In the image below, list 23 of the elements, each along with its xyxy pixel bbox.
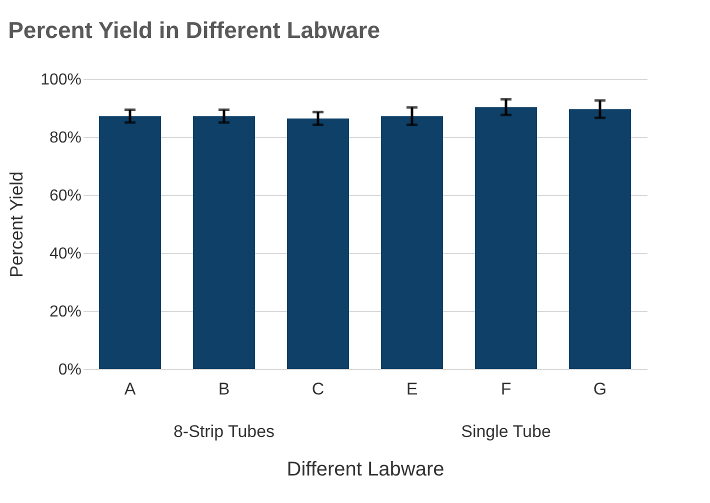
bar xyxy=(568,109,632,369)
bar xyxy=(98,116,162,369)
text: Single Tube xyxy=(461,422,551,441)
x-tick-label: B xyxy=(218,380,230,398)
x-tick-label: C xyxy=(312,380,324,398)
chart-title: Percent Yield in Different Labware xyxy=(8,17,380,43)
y-tick-label: 20% xyxy=(49,304,82,320)
y-tick-label: 0% xyxy=(58,362,82,378)
x-tick-label: E xyxy=(406,380,418,398)
x-tick-label: G xyxy=(593,380,607,398)
y-axis-title: Percent Yield xyxy=(6,171,27,278)
x-axis-title: Different Labware xyxy=(286,458,444,480)
y-tick-label: 40% xyxy=(49,246,82,262)
bar xyxy=(192,116,256,369)
y-tick-label: 80% xyxy=(49,130,82,146)
bar xyxy=(286,118,350,369)
y-tick-label: 60% xyxy=(49,188,82,204)
text: 8-Strip Tubes xyxy=(173,422,275,441)
bar xyxy=(474,107,538,369)
x-tick-label: F xyxy=(500,380,512,398)
y-tick-label: 100% xyxy=(40,72,82,88)
x-tick-label: A xyxy=(124,380,136,398)
bar xyxy=(380,116,444,369)
